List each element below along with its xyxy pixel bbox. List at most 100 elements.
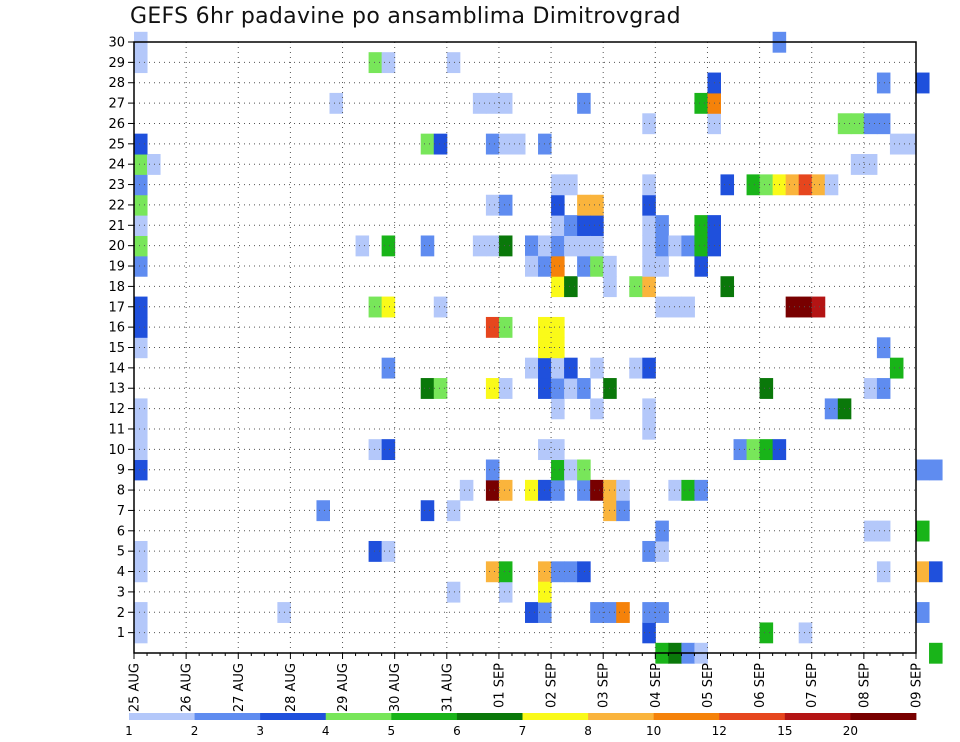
y-tick-label: 10 — [108, 443, 125, 458]
precip-cell — [929, 459, 943, 481]
legend-label: 2 — [191, 724, 199, 738]
precip-cell — [381, 296, 396, 318]
y-tick-label: 23 — [108, 178, 125, 193]
x-tick-label: 06 SEP — [753, 663, 768, 708]
precip-cell — [485, 194, 500, 216]
precip-cell — [876, 337, 891, 359]
precip-cell — [668, 479, 682, 501]
legend-label: 1 — [125, 724, 133, 738]
x-tick-label: 09 SEP — [910, 663, 925, 708]
precip-cell — [694, 215, 708, 236]
legend-swatch — [194, 713, 261, 720]
legend-swatch — [784, 713, 851, 720]
x-tick-label: 05 SEP — [701, 663, 716, 708]
precip-cell — [134, 296, 148, 318]
precip-cell — [485, 459, 500, 481]
precip-cell — [889, 357, 904, 379]
precip-cell — [420, 500, 435, 522]
precip-cell — [590, 194, 604, 216]
precip-cell — [681, 235, 695, 257]
y-tick-label: 19 — [108, 260, 125, 275]
precip-cell — [134, 154, 148, 175]
precip-cell — [798, 622, 813, 644]
precip-cell — [381, 540, 396, 562]
precip-cell — [525, 235, 539, 257]
precip-cell — [525, 255, 539, 277]
precip-cell — [876, 561, 891, 583]
x-tick-label: 08 SEP — [857, 663, 872, 708]
precip-cell — [134, 255, 148, 277]
precip-cell — [485, 235, 500, 257]
x-tick-label: 02 SEP — [545, 663, 560, 708]
precip-cell — [485, 561, 500, 583]
y-tick-label: 14 — [108, 361, 125, 376]
precip-cell — [616, 500, 630, 522]
precip-cell — [498, 561, 513, 583]
legend-swatch — [588, 713, 655, 720]
precip-cell — [590, 357, 604, 379]
precip-cell — [668, 296, 682, 318]
y-tick-label: 15 — [108, 341, 125, 356]
precip-cell — [498, 194, 513, 216]
precip-cell — [134, 398, 148, 420]
precip-cell — [564, 459, 578, 481]
legend-label: 5 — [388, 724, 396, 738]
precip-cell — [134, 215, 148, 236]
precip-cell — [564, 378, 578, 399]
y-tick-label: 4 — [117, 565, 125, 580]
precip-cell — [863, 154, 878, 175]
precip-cell — [785, 174, 800, 196]
legend-swatch — [129, 713, 195, 720]
y-tick-label: 27 — [108, 97, 125, 112]
precip-cell — [420, 235, 435, 257]
legend-swatch — [456, 713, 523, 720]
legend-label: 7 — [519, 724, 527, 738]
precip-cell — [577, 378, 591, 399]
precip-cell — [134, 316, 148, 338]
legend-swatch — [850, 713, 917, 720]
precip-cell — [916, 561, 930, 583]
legend-label: 3 — [256, 724, 264, 738]
precip-cell — [134, 52, 148, 74]
legend-label: 10 — [646, 724, 661, 738]
precip-cell — [929, 642, 943, 664]
precip-cell — [564, 357, 578, 379]
precip-cell — [629, 357, 643, 379]
precip-cell — [551, 235, 565, 257]
precip-cell — [863, 520, 878, 542]
chart-title: GEFS 6hr padavine po ansamblima Dimitrov… — [130, 4, 681, 29]
precip-cell — [916, 520, 930, 542]
y-tick-label: 18 — [108, 280, 125, 295]
precip-cell — [616, 602, 630, 623]
precip-cell — [485, 479, 500, 501]
precip-cell — [577, 479, 591, 501]
precip-cell — [134, 602, 148, 623]
y-tick-label: 6 — [117, 524, 125, 539]
precip-cell — [720, 174, 735, 196]
y-tick-label: 29 — [108, 56, 125, 71]
precip-cell — [785, 296, 800, 318]
precip-cell — [551, 479, 565, 501]
legend-swatch — [391, 713, 458, 720]
y-tick-label: 26 — [108, 117, 125, 132]
precip-cell — [134, 561, 148, 583]
precip-cell — [134, 622, 148, 644]
legend-swatch — [719, 713, 786, 720]
precip-cell — [498, 581, 513, 603]
precip-cell — [485, 133, 500, 155]
precip-cell — [551, 459, 565, 481]
y-tick-label: 9 — [117, 463, 125, 478]
heatmap-cells — [134, 31, 943, 664]
precip-cell — [798, 174, 813, 196]
precip-cell — [485, 316, 500, 338]
precip-cell — [134, 418, 148, 440]
precip-cell — [733, 439, 748, 461]
precip-cell — [433, 296, 448, 318]
precip-cell — [694, 235, 708, 257]
precip-cell — [498, 92, 513, 114]
precip-cell — [916, 602, 930, 623]
precip-cell — [381, 357, 396, 379]
legend-swatch — [260, 713, 327, 720]
precip-cell — [551, 439, 565, 461]
